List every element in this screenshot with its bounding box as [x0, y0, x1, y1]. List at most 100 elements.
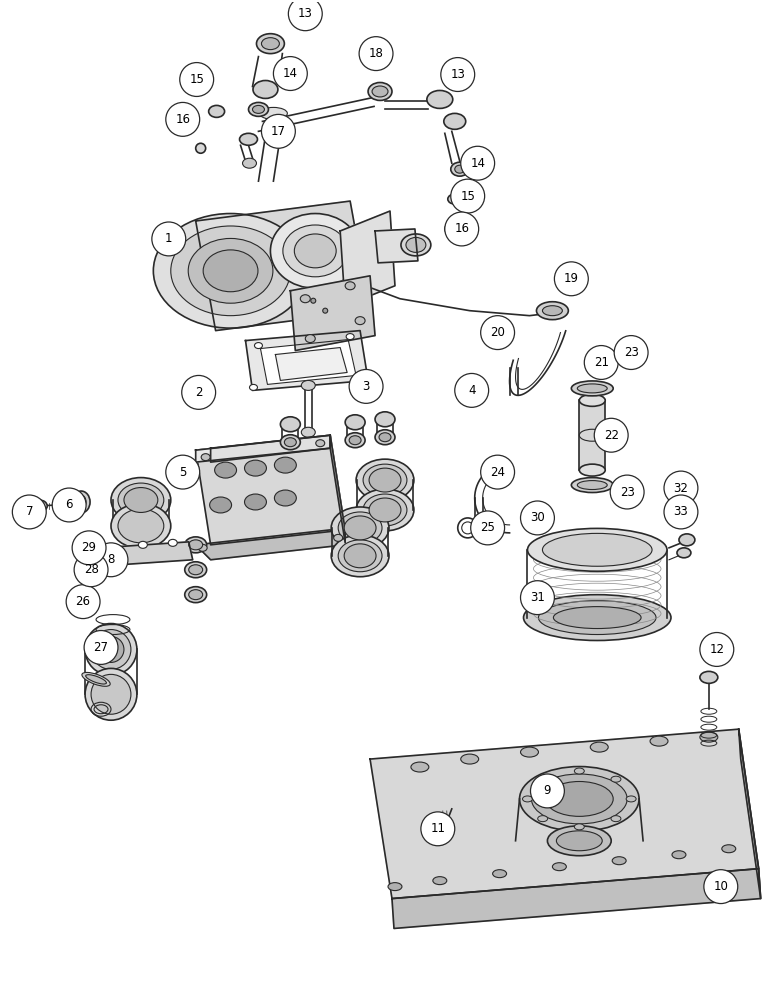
- Polygon shape: [196, 435, 331, 462]
- Circle shape: [289, 0, 322, 31]
- Ellipse shape: [612, 857, 626, 865]
- Ellipse shape: [580, 464, 605, 476]
- Ellipse shape: [542, 306, 563, 316]
- Ellipse shape: [355, 375, 363, 381]
- Ellipse shape: [189, 565, 203, 575]
- Text: 8: 8: [107, 553, 115, 566]
- Polygon shape: [370, 729, 759, 899]
- Text: 31: 31: [530, 591, 545, 604]
- Circle shape: [12, 495, 47, 529]
- Ellipse shape: [553, 863, 566, 871]
- Ellipse shape: [275, 457, 296, 473]
- Ellipse shape: [547, 826, 611, 856]
- Ellipse shape: [375, 412, 395, 427]
- Text: 26: 26: [75, 595, 91, 608]
- Ellipse shape: [301, 427, 315, 437]
- Ellipse shape: [331, 535, 389, 577]
- Ellipse shape: [345, 544, 376, 568]
- Ellipse shape: [677, 548, 691, 558]
- Ellipse shape: [524, 595, 671, 640]
- Ellipse shape: [196, 143, 206, 153]
- Text: 18: 18: [369, 47, 383, 60]
- Ellipse shape: [76, 495, 86, 509]
- Ellipse shape: [538, 776, 548, 782]
- Ellipse shape: [250, 384, 258, 390]
- Ellipse shape: [574, 768, 584, 774]
- Circle shape: [166, 455, 199, 489]
- Ellipse shape: [700, 671, 718, 683]
- Text: 6: 6: [65, 498, 73, 511]
- Circle shape: [72, 531, 106, 565]
- Ellipse shape: [522, 796, 532, 802]
- Ellipse shape: [455, 165, 465, 173]
- Ellipse shape: [203, 250, 258, 292]
- Circle shape: [441, 58, 475, 91]
- Circle shape: [480, 316, 514, 350]
- Circle shape: [451, 179, 485, 213]
- Ellipse shape: [577, 384, 607, 393]
- Ellipse shape: [431, 833, 448, 845]
- Ellipse shape: [255, 343, 262, 349]
- Text: 32: 32: [674, 482, 688, 495]
- Circle shape: [262, 114, 296, 148]
- Circle shape: [480, 455, 514, 489]
- Ellipse shape: [345, 516, 376, 540]
- Text: 14: 14: [282, 67, 298, 80]
- Ellipse shape: [253, 81, 278, 98]
- Ellipse shape: [433, 877, 447, 885]
- Ellipse shape: [85, 675, 106, 684]
- Text: 7: 7: [26, 505, 33, 518]
- Text: 5: 5: [179, 466, 186, 479]
- Ellipse shape: [185, 537, 206, 553]
- Circle shape: [180, 63, 213, 96]
- Circle shape: [84, 631, 118, 664]
- Ellipse shape: [345, 415, 365, 430]
- Ellipse shape: [345, 282, 355, 290]
- Ellipse shape: [154, 214, 308, 328]
- Text: 10: 10: [713, 880, 728, 893]
- Text: 30: 30: [530, 511, 545, 524]
- Ellipse shape: [356, 489, 414, 531]
- Ellipse shape: [168, 539, 177, 546]
- Polygon shape: [261, 340, 356, 384]
- Ellipse shape: [109, 544, 117, 551]
- Circle shape: [273, 57, 307, 90]
- Ellipse shape: [248, 102, 268, 116]
- Text: 28: 28: [84, 563, 99, 576]
- Ellipse shape: [556, 831, 602, 851]
- Circle shape: [521, 501, 554, 535]
- Circle shape: [74, 553, 108, 587]
- Ellipse shape: [85, 624, 137, 675]
- Ellipse shape: [519, 767, 639, 831]
- Circle shape: [359, 37, 393, 71]
- Circle shape: [182, 375, 216, 409]
- Circle shape: [554, 262, 588, 296]
- Text: 25: 25: [480, 521, 495, 534]
- Ellipse shape: [283, 225, 348, 277]
- Ellipse shape: [334, 534, 343, 541]
- Ellipse shape: [406, 237, 426, 252]
- Ellipse shape: [244, 494, 266, 510]
- Ellipse shape: [310, 298, 316, 303]
- Circle shape: [52, 488, 86, 522]
- Ellipse shape: [338, 540, 382, 572]
- Circle shape: [455, 373, 489, 407]
- Ellipse shape: [553, 607, 641, 629]
- Ellipse shape: [185, 587, 206, 603]
- Ellipse shape: [427, 90, 452, 108]
- Ellipse shape: [270, 214, 360, 288]
- Ellipse shape: [118, 509, 164, 543]
- Ellipse shape: [91, 630, 131, 669]
- Circle shape: [521, 581, 554, 615]
- Ellipse shape: [493, 870, 507, 878]
- Ellipse shape: [349, 436, 361, 445]
- Ellipse shape: [722, 845, 736, 853]
- Circle shape: [461, 146, 494, 180]
- Text: 29: 29: [81, 541, 96, 554]
- Ellipse shape: [275, 490, 296, 506]
- Ellipse shape: [539, 601, 656, 635]
- Ellipse shape: [580, 394, 605, 406]
- Ellipse shape: [124, 488, 158, 512]
- Ellipse shape: [626, 796, 636, 802]
- Ellipse shape: [301, 380, 315, 390]
